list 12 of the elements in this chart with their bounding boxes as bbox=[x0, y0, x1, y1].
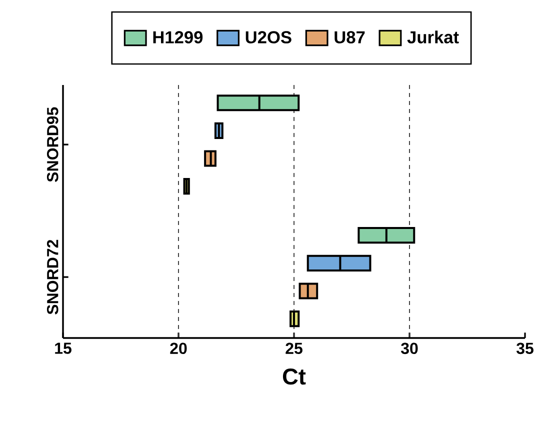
legend-label: U2OS bbox=[246, 31, 292, 44]
y-tick-label: SNORD72 bbox=[46, 240, 58, 314]
legend-label: H1299 bbox=[153, 31, 203, 44]
x-tick-label: 25 bbox=[286, 342, 302, 354]
x-tick-label: 15 bbox=[55, 342, 72, 354]
x-tick-label: 35 bbox=[516, 342, 534, 354]
y-tick-label: SNORD95 bbox=[46, 107, 58, 182]
x-tick-label: 30 bbox=[400, 342, 418, 354]
x-tick-label: 20 bbox=[170, 342, 187, 354]
legend-label: Jurkat bbox=[407, 30, 459, 44]
x-axis-title: Ct bbox=[282, 368, 306, 385]
legend-label: U87 bbox=[334, 31, 365, 44]
